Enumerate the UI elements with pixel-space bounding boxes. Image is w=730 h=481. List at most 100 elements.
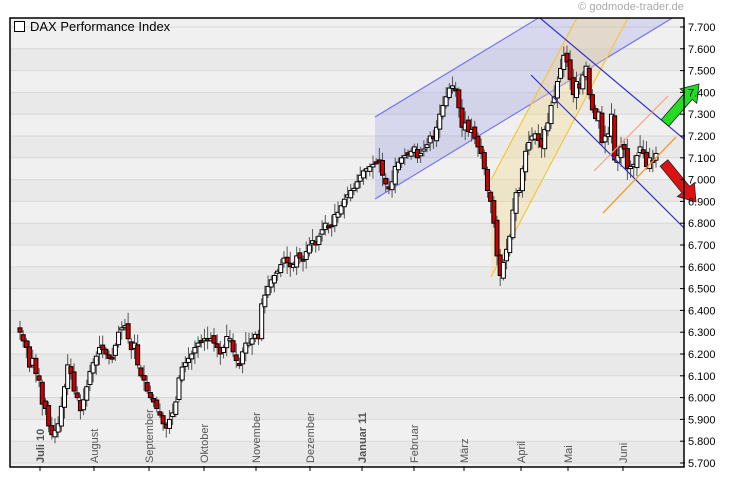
candle-body-up — [351, 187, 357, 192]
candle-body-up — [395, 161, 401, 171]
candle-body-down — [456, 89, 462, 109]
candle — [65, 354, 71, 396]
candle-body-up — [182, 362, 188, 367]
candle — [160, 412, 166, 431]
candle-body-down — [640, 149, 646, 154]
candle — [500, 258, 506, 281]
y-tick-label: 6.700 — [688, 240, 716, 252]
yellow-channel-left-line — [490, 18, 578, 181]
candle-body-up — [195, 342, 201, 347]
x-tick-label: Juni — [618, 443, 630, 463]
candle — [74, 386, 80, 401]
candle — [494, 215, 500, 266]
plot-border — [9, 17, 685, 468]
candle — [484, 166, 490, 198]
legend-swatch-icon — [14, 21, 25, 32]
candle-body-down — [494, 219, 500, 257]
candle — [504, 238, 510, 270]
candle-body-up — [389, 181, 395, 191]
signal-arrows — [659, 83, 700, 203]
candle-body-up — [52, 429, 58, 438]
x-tick-label: Januar 11 — [357, 412, 369, 463]
candle-body-up — [249, 338, 255, 345]
candle — [84, 379, 90, 407]
y-tick-label: 7.500 — [688, 66, 716, 78]
candle-body-up — [262, 294, 268, 308]
candle — [634, 152, 640, 177]
candlesticks — [17, 45, 659, 444]
candle-body-up — [348, 190, 354, 199]
candle — [399, 155, 405, 168]
trend-lines — [530, 18, 684, 229]
candle-body-up — [392, 166, 398, 185]
candle — [472, 120, 478, 145]
candle — [624, 139, 630, 180]
candle — [297, 247, 303, 264]
background-band — [10, 266, 684, 289]
y-tick-label: 7.300 — [688, 109, 716, 121]
candle-body-down — [135, 344, 141, 366]
candle-body-up — [335, 211, 341, 218]
candle-body-up — [526, 142, 532, 151]
candle-body-down — [147, 392, 153, 399]
candle — [402, 148, 408, 166]
candle — [465, 115, 471, 137]
candle — [360, 168, 366, 185]
candle — [373, 158, 379, 165]
candle — [23, 337, 29, 359]
candle — [68, 358, 74, 380]
candle-body-up — [561, 54, 567, 70]
candle-body-up — [62, 386, 68, 408]
candle-body-up — [186, 357, 192, 363]
candle — [93, 351, 99, 375]
candle-body-down — [586, 68, 592, 96]
candle-body-up — [319, 229, 325, 235]
candle-body-up — [84, 386, 90, 401]
candle — [491, 195, 497, 228]
candle-body-up — [303, 251, 309, 260]
candle-body-up — [440, 104, 446, 117]
candle-body-up — [166, 418, 172, 429]
candle — [545, 112, 551, 137]
candle-body-up — [271, 275, 277, 284]
candle-body-down — [373, 161, 379, 165]
candle-body-up — [306, 244, 312, 254]
candle — [478, 138, 484, 160]
candle-body-down — [103, 348, 109, 355]
candle — [112, 343, 118, 362]
candle — [440, 96, 446, 120]
candle — [55, 416, 61, 438]
candle — [612, 108, 618, 163]
candle-body-down — [612, 115, 618, 161]
candle-body-down — [141, 375, 147, 381]
candle — [157, 403, 163, 419]
candle — [370, 155, 376, 179]
candle-body-down — [484, 168, 490, 192]
candle-body-up — [112, 344, 118, 356]
candle-body-up — [332, 213, 338, 227]
candle-body-up — [618, 146, 624, 159]
candle-body-up — [548, 104, 554, 125]
candle-body-up — [370, 163, 376, 168]
candle — [554, 76, 560, 109]
candle — [335, 201, 341, 223]
candle — [259, 298, 265, 342]
candle-body-down — [567, 59, 573, 80]
y-tick-label: 5.800 — [688, 436, 716, 448]
background-band — [10, 397, 684, 420]
candle-body-up — [189, 353, 195, 360]
candle-body-up — [516, 190, 522, 193]
candle-body-up — [240, 351, 246, 365]
candle — [42, 397, 48, 416]
y-axis: 5.700 5.800 5.900 6.000 6.100 6.200 6.300 6.400… — [680, 22, 716, 470]
candle — [186, 347, 192, 370]
candle — [389, 170, 395, 198]
candle — [173, 396, 179, 418]
candle — [284, 246, 290, 274]
candle-body-down — [465, 119, 471, 133]
x-axis: Juli 10 August September Oktober November Dez… — [35, 409, 630, 471]
candle — [392, 157, 398, 194]
candle — [36, 368, 42, 388]
candle-body-down — [39, 381, 45, 405]
